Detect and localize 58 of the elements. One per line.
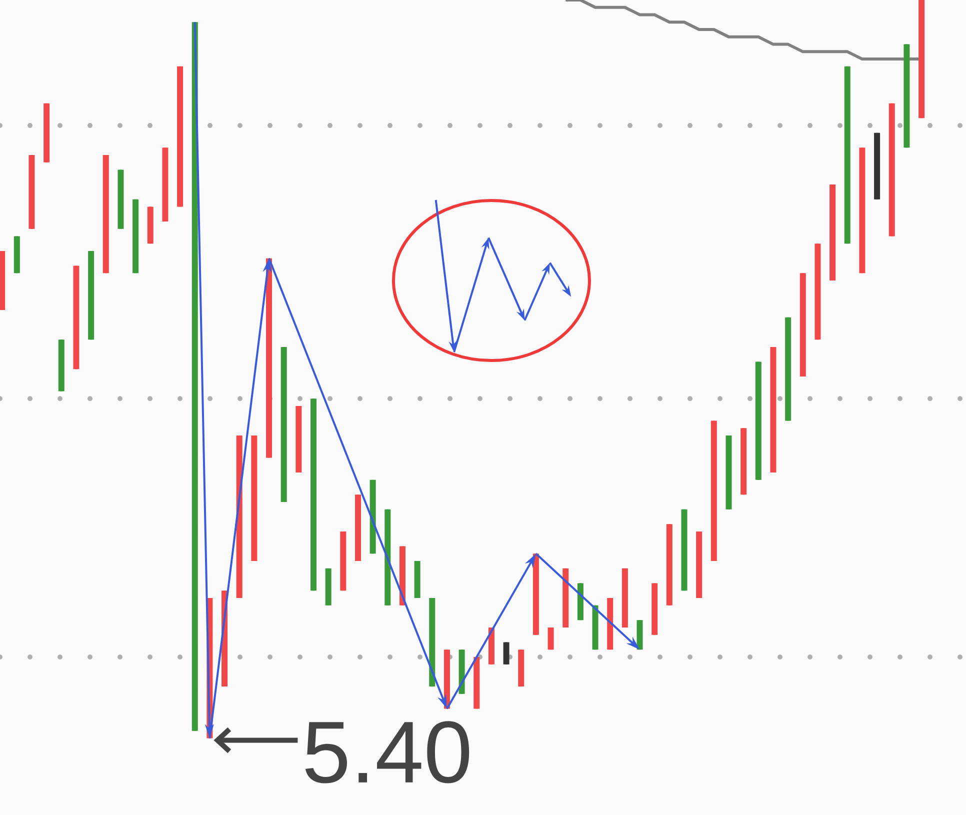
candlestick xyxy=(458,648,465,696)
candlestick xyxy=(696,532,702,598)
candlestick xyxy=(414,561,420,598)
candlestick xyxy=(592,604,598,651)
candlestick xyxy=(666,522,672,607)
candlestick xyxy=(503,641,510,666)
candlestick xyxy=(177,65,184,208)
candlestick xyxy=(770,346,776,472)
candlestick xyxy=(622,567,628,629)
candlestick xyxy=(844,65,850,245)
annotation: 5.40 xyxy=(305,721,470,784)
candlestick xyxy=(918,0,925,120)
candlestick xyxy=(888,102,895,238)
candlestick xyxy=(740,426,747,496)
candlestick xyxy=(474,656,480,710)
candlestick xyxy=(548,626,554,651)
candlestick xyxy=(44,102,50,164)
candlestick xyxy=(370,478,376,555)
candlestick xyxy=(562,567,569,629)
candlestick xyxy=(102,154,109,274)
candlestick xyxy=(652,582,658,636)
candlestick xyxy=(118,168,124,230)
candlestick xyxy=(251,436,258,562)
candlestick xyxy=(800,272,806,378)
candlestick xyxy=(310,397,317,592)
candlestick xyxy=(636,618,643,651)
candlestick xyxy=(755,360,762,482)
candlestick xyxy=(296,406,302,472)
candlestick xyxy=(726,434,732,511)
candlestick xyxy=(88,250,94,341)
candlestick xyxy=(147,205,154,245)
candlestick xyxy=(830,184,836,281)
candlestick xyxy=(162,146,168,223)
candlestick xyxy=(132,198,139,274)
candlestick xyxy=(58,338,64,393)
candlestick xyxy=(192,20,198,732)
candlestick xyxy=(14,234,20,274)
candlestick xyxy=(785,316,792,422)
candlestick xyxy=(354,493,361,562)
candlestick xyxy=(681,508,688,592)
candlestick xyxy=(325,567,332,607)
candlestick xyxy=(384,508,391,607)
candlestick xyxy=(577,582,584,622)
candlestick xyxy=(0,250,6,312)
candlestick xyxy=(399,545,406,607)
candlestick xyxy=(904,43,910,149)
candlestick xyxy=(28,154,35,230)
candlestick xyxy=(280,346,287,502)
candlestick xyxy=(710,420,717,562)
candlestick xyxy=(488,626,494,666)
candlestick xyxy=(814,242,821,341)
candlestick xyxy=(518,648,524,688)
candlestick xyxy=(429,598,436,687)
candlestick xyxy=(859,146,866,274)
candlestick xyxy=(73,264,80,370)
candlestick xyxy=(340,530,346,592)
candlestick xyxy=(607,596,614,651)
candlestick xyxy=(874,132,880,201)
